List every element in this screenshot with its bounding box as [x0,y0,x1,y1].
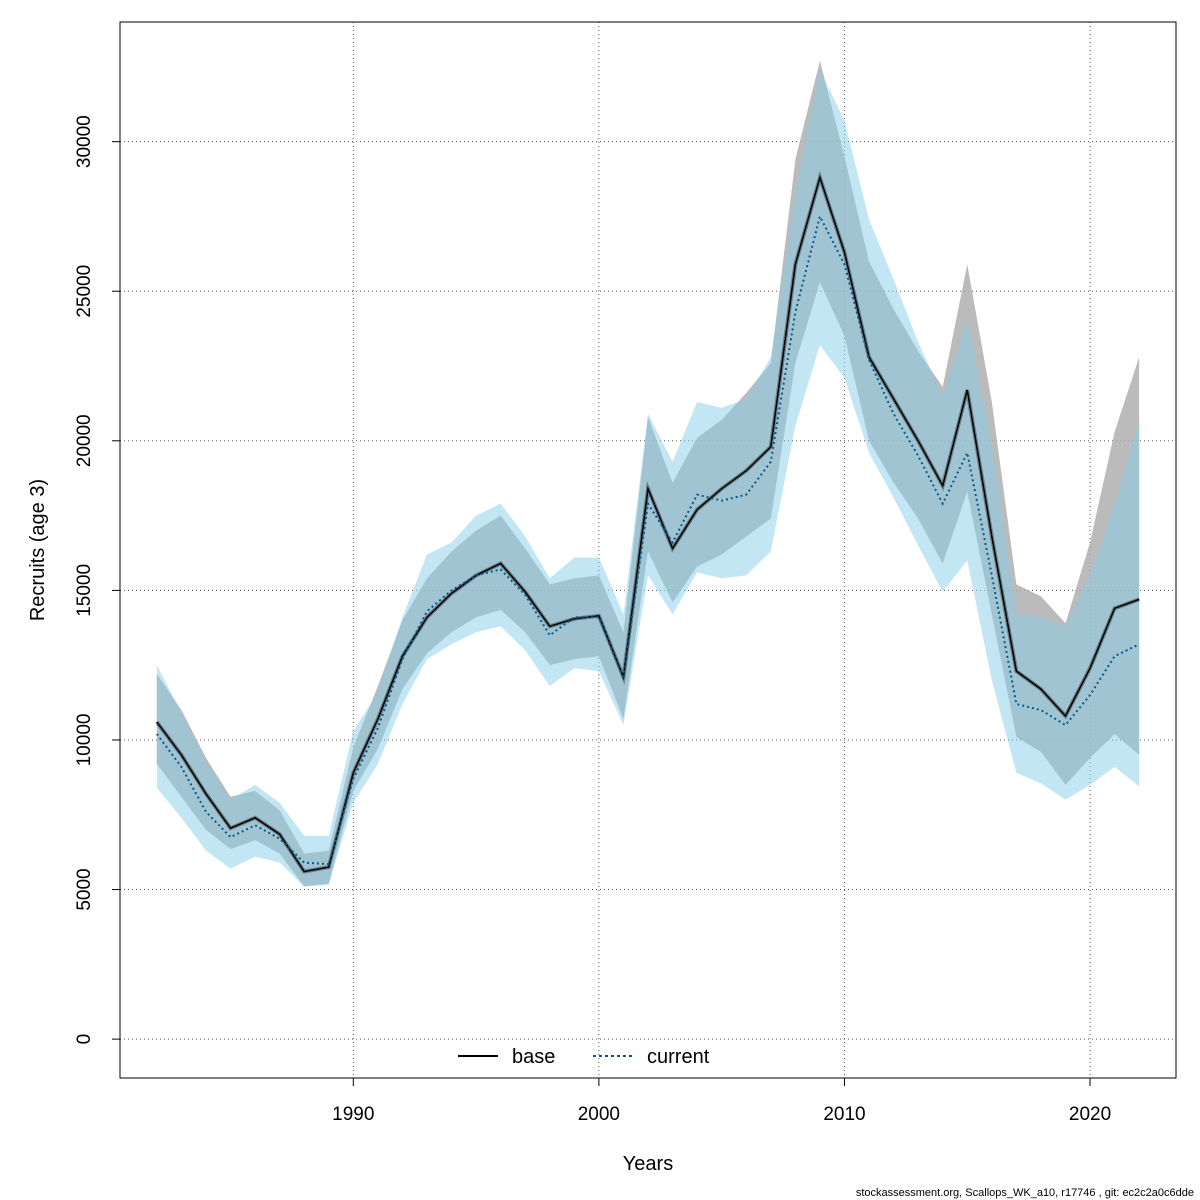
y-axis: 0 5000 10000 15000 20000 25000 30000 [74,115,121,1045]
y-axis-title: Recruits (age 3) [27,479,49,621]
line-base [156,174,1140,873]
series-lines [155,170,1140,874]
x-tick-label: 2020 [1069,1104,1111,1125]
x-tick-label: 1990 [332,1104,374,1125]
legend-label-base: base [512,1046,555,1068]
x-axis: 1990 2000 2010 2020 [332,1077,1111,1125]
line-current [156,213,1140,866]
x-axis-title: Years [623,1153,673,1175]
y-tick-label: 25000 [74,265,95,318]
y-tick-label: 10000 [74,714,95,767]
y-tick-label: 15000 [74,564,95,617]
y-tick-label: 5000 [74,868,95,910]
confidence-bands [156,60,1140,887]
y-tick-label: 0 [74,1034,95,1045]
y-tick-label: 30000 [74,115,95,168]
x-tick-label: 2000 [578,1104,620,1125]
legend-label-current: current [647,1046,710,1068]
x-tick-label: 2010 [823,1104,865,1125]
y-tick-label: 20000 [74,414,95,467]
footer-note: stockassessment.org, Scallops_WK_a10, r1… [856,1187,1194,1199]
band-current [156,69,1140,887]
legend: base current [458,1046,710,1068]
